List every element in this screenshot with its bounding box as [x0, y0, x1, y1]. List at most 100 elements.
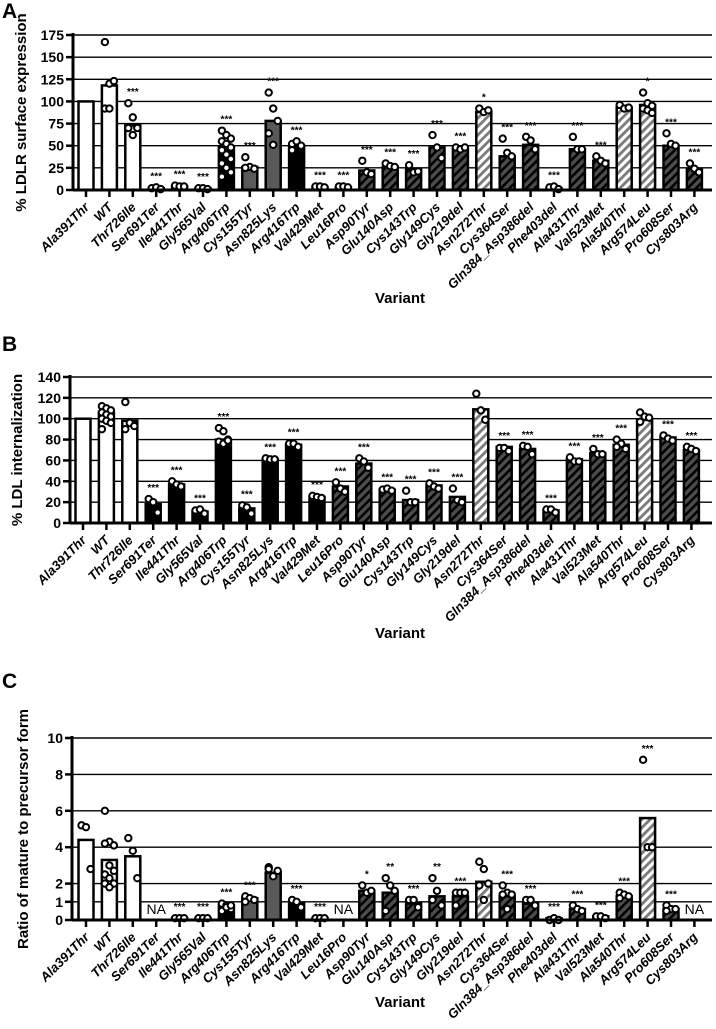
bar	[498, 155, 516, 192]
significance-label: ***	[264, 442, 276, 453]
significance-label: ***	[335, 466, 347, 477]
data-point	[460, 143, 470, 152]
y-axis-label: % LDLR surface expression	[13, 13, 30, 211]
data-point	[475, 857, 484, 866]
chart-b: 0 20 40 60 80 100 120 140 % LDL internalization A…	[9, 369, 712, 642]
y-tick-label: 4	[55, 839, 63, 855]
data-point	[124, 123, 133, 133]
data-point	[479, 895, 488, 905]
significance-label: ***	[174, 170, 186, 181]
data-point	[428, 130, 437, 140]
data-point	[638, 755, 648, 765]
y-axis-label: % LDL internalization	[9, 374, 26, 526]
data-point	[484, 106, 493, 115]
panel-c: C 0 1 2 4 6 8 10 Ratio of mature to precursor f…	[0, 670, 716, 1029]
significance-label: ***	[428, 467, 440, 478]
data-point	[460, 888, 470, 897]
data-point	[386, 881, 395, 890]
y-tick-label: 140	[38, 369, 62, 385]
data-point	[662, 906, 671, 916]
data-point	[241, 163, 250, 173]
bar	[261, 458, 279, 525]
significance-label: ***	[592, 433, 604, 444]
significance-label: ***	[548, 170, 560, 181]
data-point	[358, 156, 367, 165]
data-point	[128, 130, 138, 140]
significance-label: ***	[291, 884, 303, 895]
data-point	[100, 37, 110, 47]
data-point	[226, 154, 236, 164]
data-point	[242, 503, 252, 512]
bar	[475, 110, 493, 192]
data-point	[105, 883, 114, 892]
data-point	[647, 843, 657, 852]
data-point	[451, 901, 461, 910]
significance-label: *	[482, 93, 486, 104]
significance-label: ***	[241, 489, 253, 500]
data-point	[81, 822, 91, 832]
data-point	[97, 424, 107, 434]
significance-label: ***	[361, 145, 373, 156]
data-point	[296, 903, 306, 912]
bar	[638, 816, 657, 922]
data-point	[367, 886, 376, 896]
significance-label: ***	[525, 884, 537, 895]
data-point	[128, 113, 138, 122]
data-point	[226, 901, 236, 910]
data-point	[448, 484, 458, 493]
significance-label: ***	[665, 889, 677, 900]
data-point	[638, 88, 648, 97]
bar	[451, 148, 470, 192]
significance-label: ***	[384, 147, 396, 158]
data-point	[250, 164, 259, 173]
bar	[612, 443, 630, 525]
data-point	[475, 881, 484, 890]
significance-label: ***	[501, 123, 513, 134]
data-point	[624, 892, 633, 901]
x-axis-label: Variant	[375, 290, 425, 307]
significance-label: ***	[314, 902, 326, 913]
significance-label: ***	[381, 473, 393, 484]
data-point	[109, 866, 119, 876]
data-point	[269, 104, 278, 113]
data-point	[381, 906, 390, 916]
data-point	[226, 143, 236, 152]
significance-label: *	[646, 77, 650, 88]
y-tick-label: 175	[41, 27, 65, 43]
bar	[615, 106, 633, 192]
data-point	[217, 172, 227, 181]
bar	[381, 891, 399, 922]
data-point	[523, 442, 532, 452]
data-point	[601, 159, 610, 168]
bar	[662, 144, 680, 192]
significance-label: ***	[545, 493, 557, 504]
significance-label: ***	[267, 77, 279, 88]
data-point	[226, 168, 236, 177]
significance-label: ***	[642, 744, 654, 755]
significance-label: ***	[314, 170, 326, 181]
data-point	[589, 444, 598, 454]
significance-label: ***	[150, 171, 162, 182]
na-label: NA	[334, 901, 354, 917]
data-point	[568, 132, 578, 142]
x-axis-label: Variant	[375, 994, 425, 1011]
significance-label: ***	[338, 170, 350, 181]
significance-label: ***	[455, 131, 467, 142]
data-point	[109, 76, 119, 86]
data-point	[106, 418, 116, 428]
significance-label: ***	[548, 902, 560, 913]
significance-label: ***	[288, 428, 300, 439]
significance-label: ***	[244, 880, 256, 891]
y-tick-label: 1	[55, 894, 63, 910]
significance-label: ***	[595, 900, 607, 911]
y-tick-label: 6	[55, 803, 63, 819]
data-point	[577, 145, 587, 154]
panel-b: B 0 20 40 60 80 100 120 140 % LDL internalizatio…	[0, 333, 716, 668]
bar	[518, 447, 537, 525]
significance-label: ***	[244, 141, 256, 152]
data-point	[270, 455, 279, 464]
data-point	[340, 487, 350, 496]
bar	[284, 443, 303, 525]
data-point	[264, 864, 273, 874]
y-tick-label: 100	[41, 93, 65, 109]
